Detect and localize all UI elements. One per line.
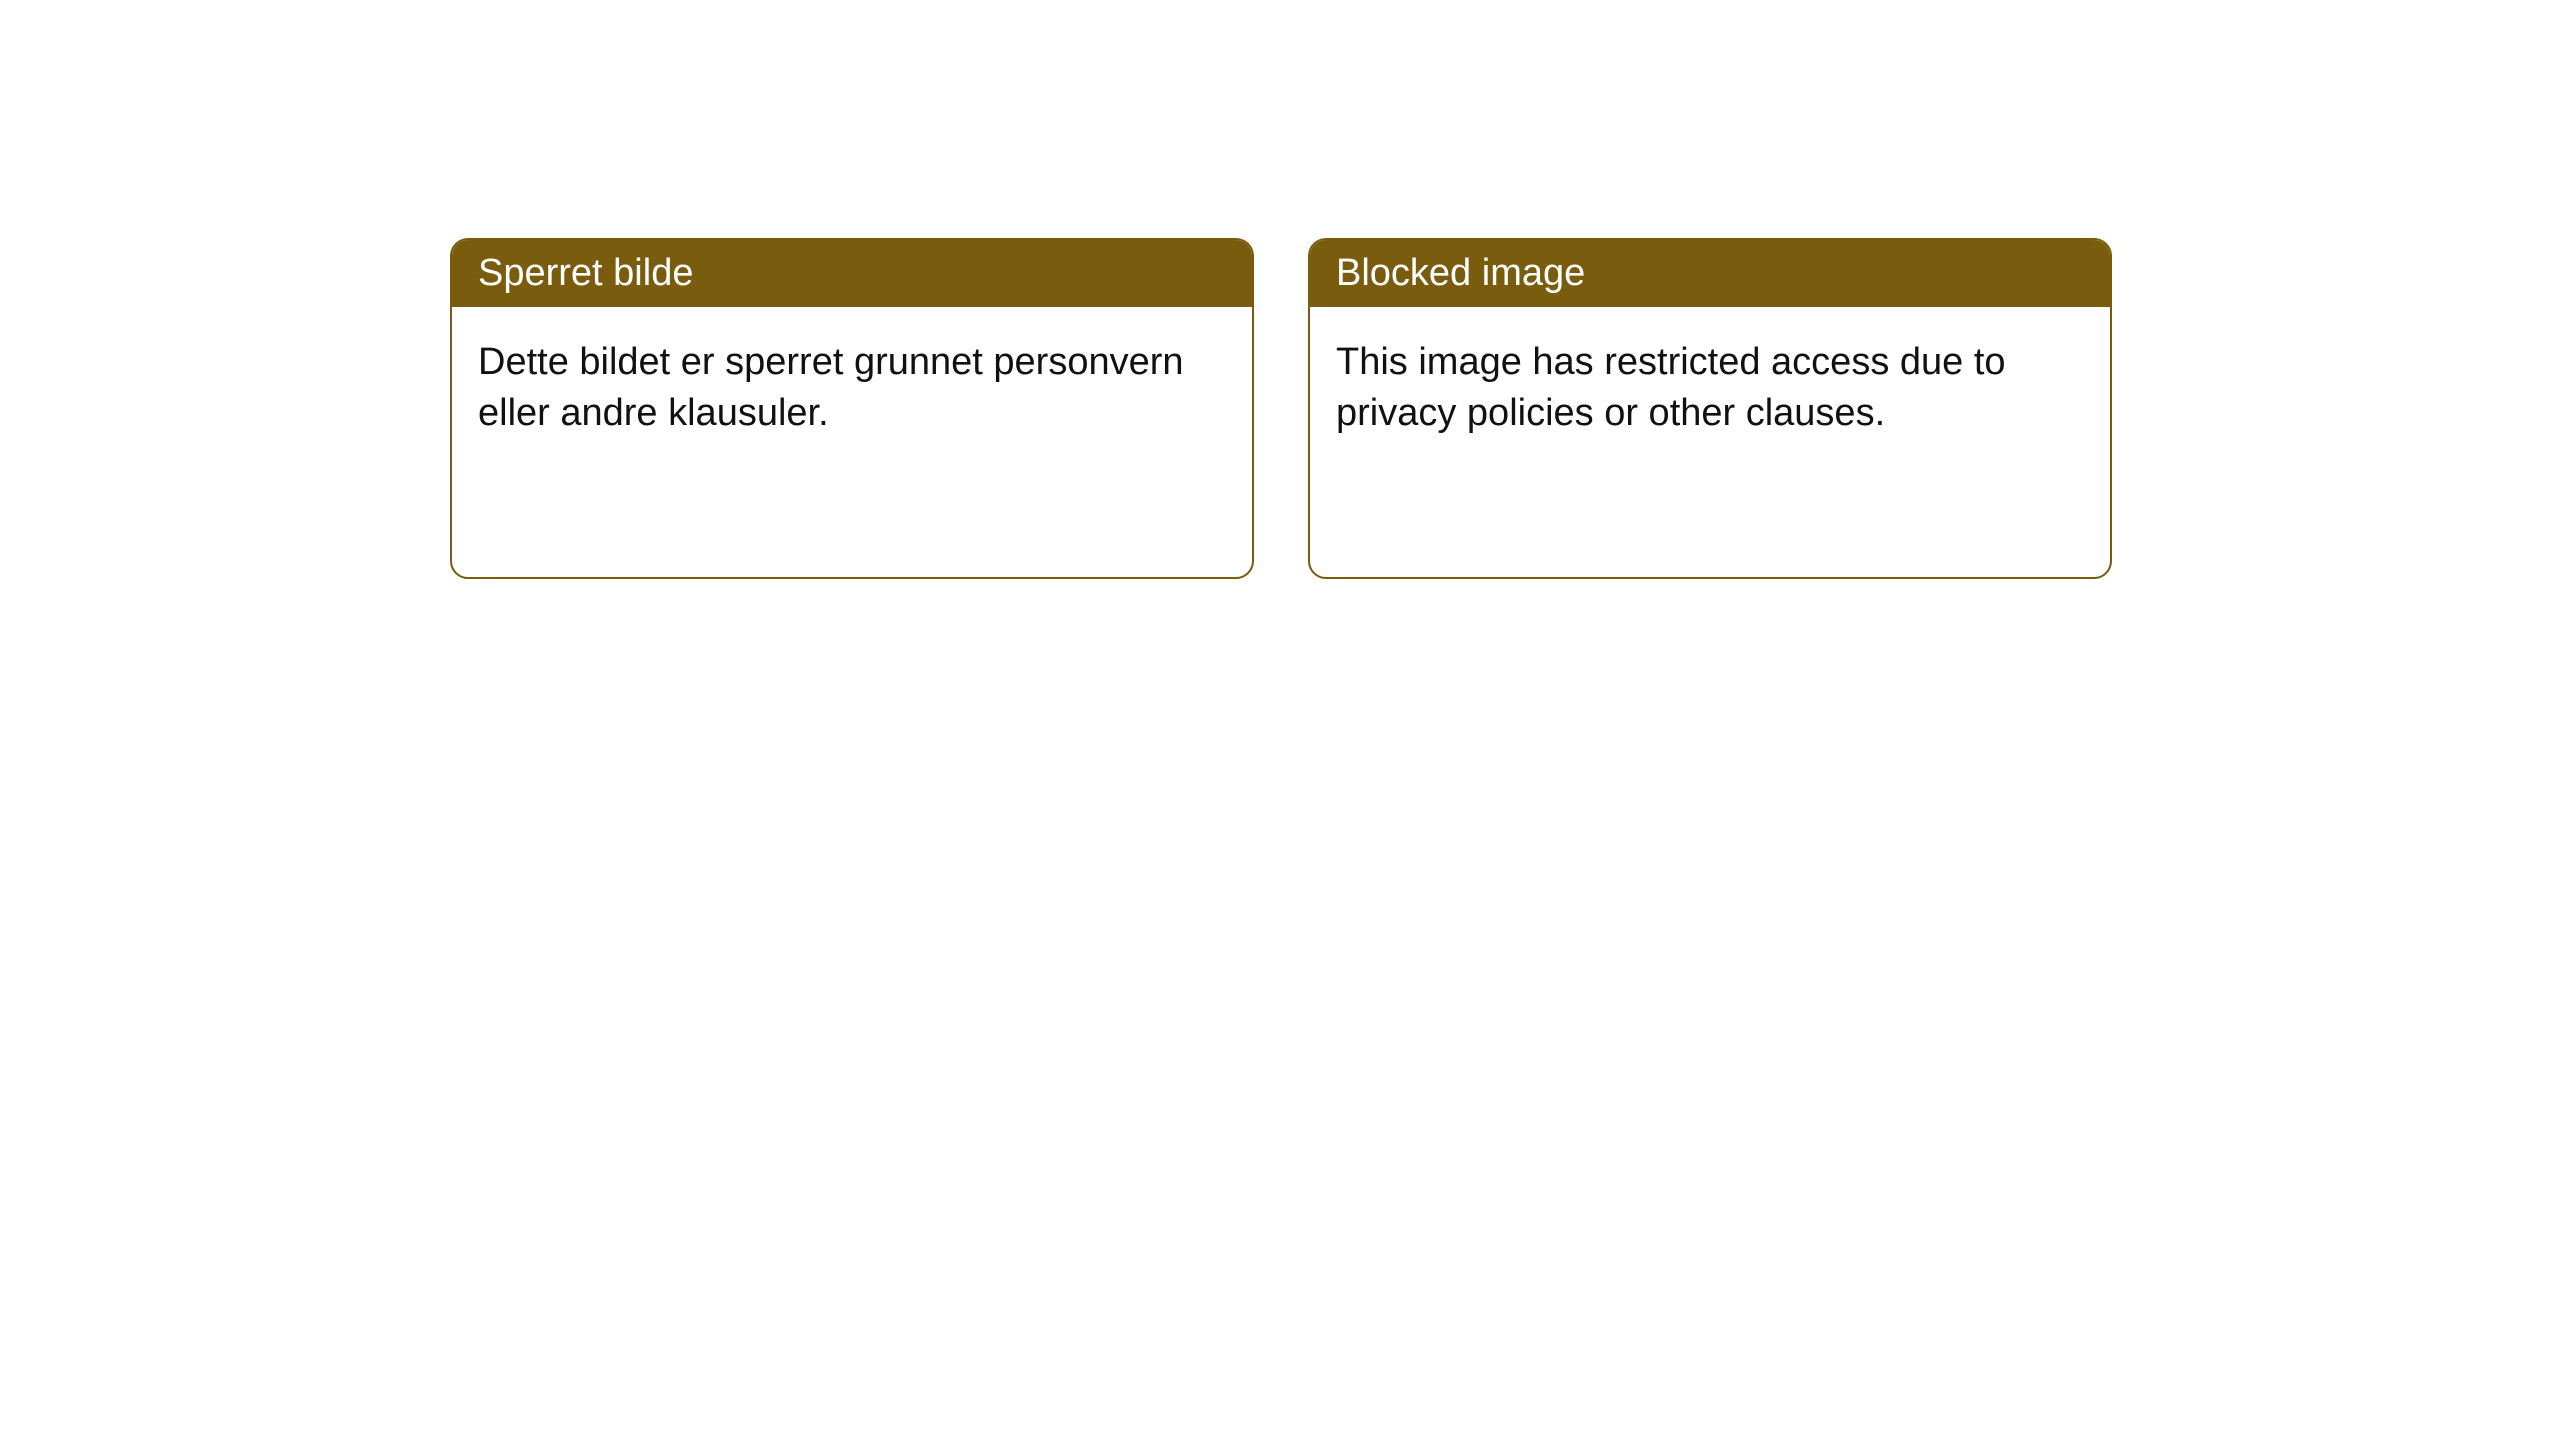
notice-body-english: This image has restricted access due to … — [1310, 307, 2110, 577]
notice-card-english: Blocked image This image has restricted … — [1308, 238, 2112, 579]
notice-container: Sperret bilde Dette bildet er sperret gr… — [0, 0, 2560, 579]
notice-title-english: Blocked image — [1310, 240, 2110, 307]
notice-body-norwegian: Dette bildet er sperret grunnet personve… — [452, 307, 1252, 577]
notice-card-norwegian: Sperret bilde Dette bildet er sperret gr… — [450, 238, 1254, 579]
notice-title-norwegian: Sperret bilde — [452, 240, 1252, 307]
